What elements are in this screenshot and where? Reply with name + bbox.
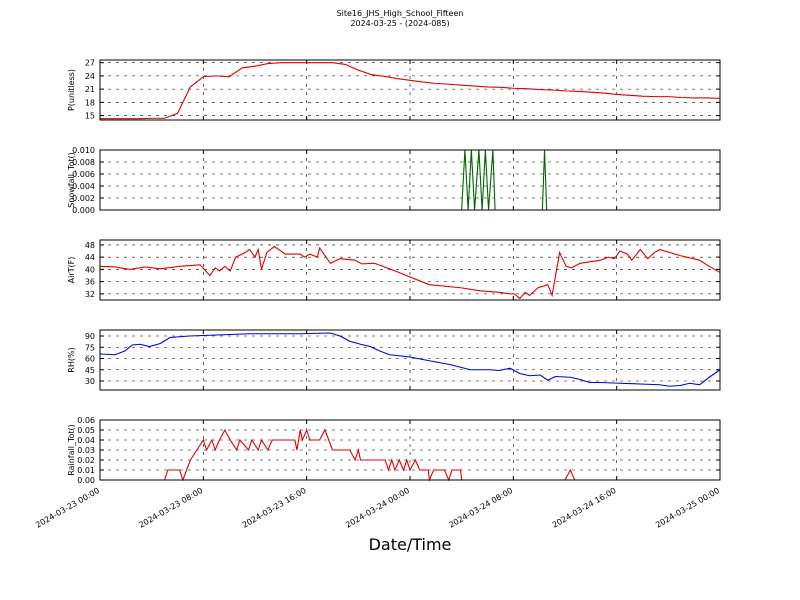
chart-subtitle: 2024-03-25 - (2024-085)	[350, 19, 449, 28]
y-tick-label: 27	[85, 59, 95, 68]
y-tick-label: 60	[85, 355, 95, 364]
y-axis-label: AirT(F)	[67, 257, 76, 284]
y-tick-label: 48	[85, 241, 95, 250]
x-axis-label: Date/Time	[369, 535, 452, 554]
y-tick-label: 44	[85, 253, 95, 262]
y-axis-label: P(unitless)	[67, 69, 76, 111]
data-line	[100, 62, 721, 120]
y-tick-label: 15	[85, 112, 95, 121]
y-tick-label: 32	[85, 290, 95, 299]
y-axis-label: Rainfall_Tot()	[67, 424, 76, 476]
y-tick-label: 40	[85, 265, 95, 274]
chart-title: Site16_JHS_High_School_Fifteen	[337, 9, 464, 18]
y-tick-label: 90	[85, 332, 95, 341]
y-tick-label: 24	[85, 72, 95, 81]
plot-frame	[99, 59, 721, 121]
y-tick-label: 18	[85, 98, 95, 107]
plot-frame	[99, 239, 721, 301]
y-tick-label: 0.000	[72, 206, 95, 215]
y-tick-label: 75	[85, 343, 95, 352]
y-tick-label: 0.010	[72, 146, 95, 155]
y-tick-label: 21	[85, 85, 95, 94]
y-tick-label: 0.04	[77, 436, 95, 445]
data-line	[99, 245, 721, 300]
data-line	[100, 149, 720, 211]
y-tick-label: 0.02	[77, 456, 95, 465]
y-tick-label: 0.008	[72, 158, 95, 167]
y-tick-label: 0.01	[77, 466, 95, 475]
y-tick-label: 0.05	[77, 426, 95, 435]
y-tick-label: 0.002	[72, 194, 95, 203]
data-line	[99, 332, 721, 387]
y-tick-label: 0.06	[77, 416, 95, 425]
y-tick-label: 0.03	[77, 446, 95, 455]
y-tick-label: 36	[85, 278, 95, 287]
y-tick-label: 0.006	[72, 170, 95, 179]
plot-frame	[99, 419, 721, 481]
plot-frame	[99, 329, 721, 391]
y-tick-label: 0.004	[72, 182, 95, 191]
plot-frame	[99, 149, 721, 211]
y-tick-label: 45	[85, 366, 95, 375]
y-axis-label: Snowfall_Tot()	[67, 152, 76, 208]
y-tick-label: 30	[85, 377, 95, 386]
y-tick-label: 0.00	[77, 476, 95, 485]
data-line	[100, 428, 720, 483]
y-axis-label: RH(%)	[67, 347, 76, 372]
